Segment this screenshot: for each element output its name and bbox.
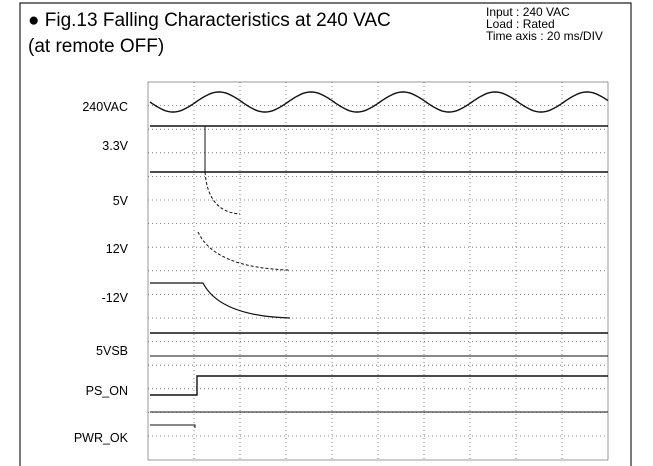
scope-grid: [148, 82, 608, 460]
note: Time axis : 20 ms/DIV: [486, 29, 603, 43]
channel-label: 5V: [113, 194, 129, 208]
baselines: [150, 355, 608, 413]
note: Input : 240 VAC: [486, 5, 570, 19]
subtitle: (at remote OFF): [28, 36, 164, 57]
trace-12v-fall: [197, 231, 291, 271]
channel-label: 3.3V: [102, 139, 128, 153]
channel-label: 240VAC: [82, 100, 128, 114]
ac-trace: [149, 91, 609, 113]
trace-5v-fall: [204, 171, 241, 215]
title: ● Fig.13 Falling Characteristics at 240 …: [28, 10, 391, 31]
channel-label: -12V: [102, 291, 129, 305]
channel-labels: 240VAC 3.3V 5V 12V -12V 5VSB PS_ON PWR_OK: [74, 100, 129, 445]
frame: [19, 2, 632, 466]
channel-label: 5VSB: [96, 344, 128, 358]
trace-m12v: [150, 282, 291, 319]
traces: [149, 91, 609, 428]
oscilloscope: [147, 81, 609, 461]
trace-ps-on: [150, 375, 608, 396]
note: Load : Rated: [486, 17, 555, 31]
channel-label: PWR_OK: [74, 431, 129, 445]
channel-label: PS_ON: [86, 384, 128, 398]
trace-pwr-ok: [150, 424, 196, 428]
channel-label: 12V: [106, 242, 129, 256]
